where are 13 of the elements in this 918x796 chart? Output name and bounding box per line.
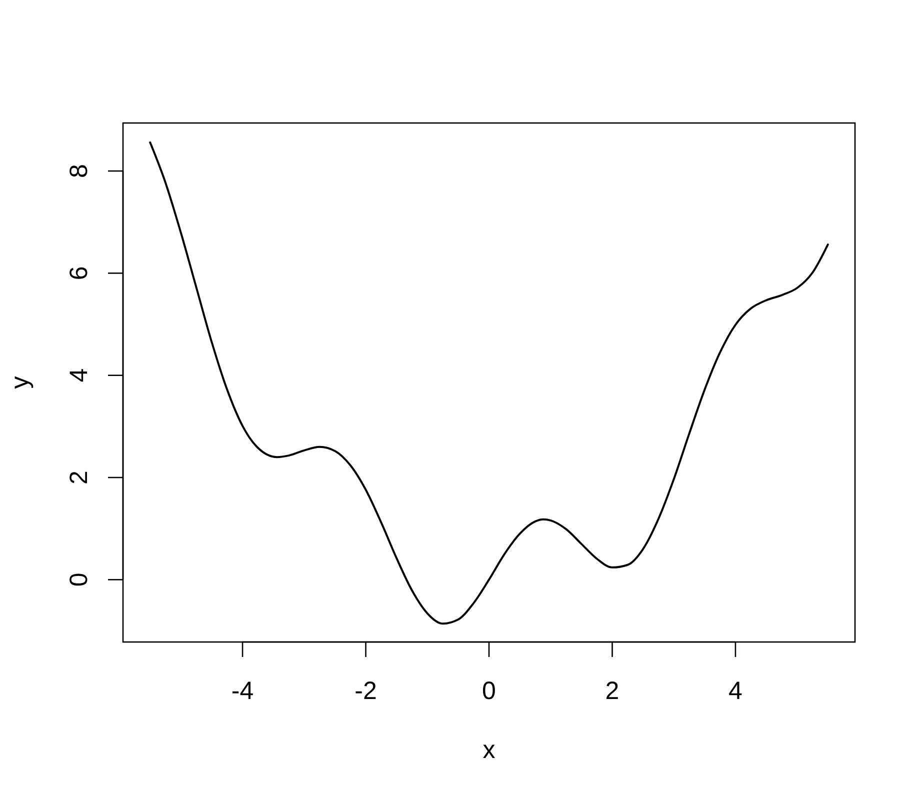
x-tick-label: -4 (231, 677, 254, 705)
x-axis-title: x (482, 736, 496, 764)
y-axis-title: y (6, 376, 34, 389)
x-tick-label: -2 (354, 677, 377, 705)
line-series (149, 141, 829, 625)
y-tick-label: 0 (65, 572, 93, 587)
y-tick-label: 6 (65, 266, 93, 280)
y-tick-label: 2 (65, 470, 93, 484)
x-tick-label: 2 (605, 677, 620, 705)
x-tick-label: 4 (728, 677, 743, 705)
y-tick-label: 8 (65, 164, 93, 178)
x-tick-label: 0 (482, 677, 496, 705)
y-tick-label: 4 (65, 368, 93, 382)
